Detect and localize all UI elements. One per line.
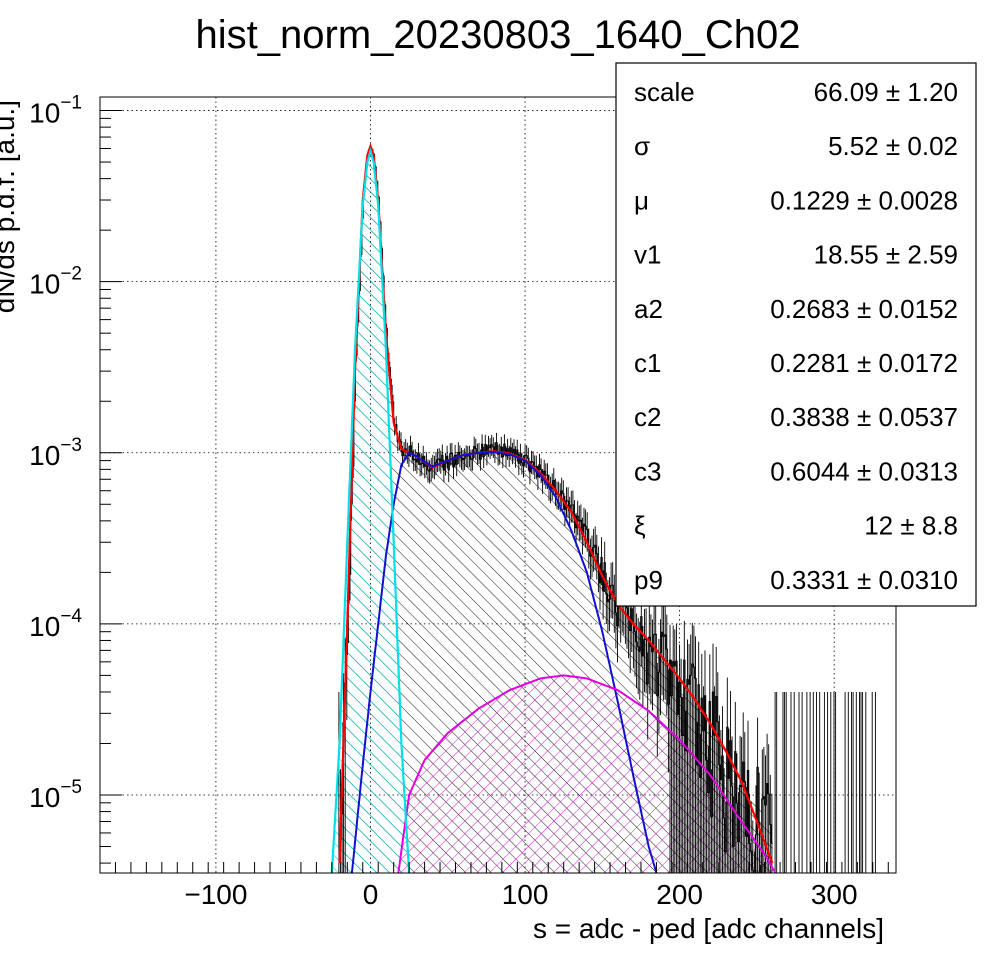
data-histogram-area bbox=[339, 148, 773, 873]
y-axis: 10−5 10−4 10−3 10−2 10−1 bbox=[29, 93, 122, 864]
y-tick-label: 10−5 bbox=[29, 777, 82, 813]
y-tick-label: 10−1 bbox=[29, 93, 82, 129]
x-axis: −100 0 100 200 300 bbox=[99, 862, 889, 910]
stats-box: scale 66.09 ± 1.20 σ 5.52 ± 0.02 μ 0.1229 ± 0… bbox=[615, 62, 977, 607]
fit-parameter-value: 12 ± 8.8 bbox=[864, 511, 958, 541]
pedestal-component-curve bbox=[330, 146, 411, 873]
x-tick-label: 0 bbox=[363, 879, 379, 910]
x-tick-label: 200 bbox=[656, 879, 703, 910]
fit-parameter-value: 5.52 ± 0.02 bbox=[828, 131, 958, 161]
chart-title: hist_norm_20230803_1640_Ch02 bbox=[196, 13, 801, 57]
fit-parameter-name: ξ bbox=[634, 511, 646, 541]
x-tick-label: 100 bbox=[502, 879, 549, 910]
x-tick-label: −100 bbox=[184, 879, 247, 910]
fit-parameter-name: a2 bbox=[634, 294, 663, 324]
x-tick-label: 300 bbox=[811, 879, 858, 910]
fit-parameter-name: μ bbox=[634, 185, 649, 215]
fit-parameter-value: 0.2683 ± 0.0152 bbox=[770, 294, 958, 324]
x-axis-label: s = adc - ped [adc channels] bbox=[533, 913, 884, 944]
fit-parameter-value: 0.2281 ± 0.0172 bbox=[770, 348, 958, 378]
stats-box-frame bbox=[615, 62, 977, 607]
pedestal-component-area bbox=[331, 151, 410, 873]
fit-parameter-value: 0.6044 ± 0.0313 bbox=[770, 456, 958, 486]
first-signal-component-curve bbox=[350, 450, 658, 873]
y-axis-label: dN/ds p.d.f. [a.u.] bbox=[0, 100, 20, 313]
fit-parameter-name: c2 bbox=[634, 402, 661, 432]
fit-parameter-name: v1 bbox=[634, 240, 661, 270]
fit-parameter-value: 66.09 ± 1.20 bbox=[814, 77, 958, 107]
fit-parameter-list: scale 66.09 ± 1.20 σ 5.52 ± 0.02 μ 0.1229 ± 0… bbox=[634, 77, 958, 595]
y-tick-label: 10−3 bbox=[29, 435, 82, 471]
y-tick-label: 10−2 bbox=[29, 264, 82, 300]
fit-parameter-name: c3 bbox=[634, 456, 661, 486]
fit-parameter-name: p9 bbox=[634, 565, 663, 595]
fit-parameter-value: 0.3838 ± 0.0537 bbox=[770, 402, 958, 432]
fit-parameter-name: σ bbox=[634, 131, 650, 161]
second-signal-component-curve bbox=[397, 674, 777, 873]
fit-parameter-name: scale bbox=[634, 77, 695, 107]
fit-parameter-name: c1 bbox=[634, 348, 661, 378]
fit-parameter-value: 0.3331 ± 0.0310 bbox=[770, 565, 958, 595]
y-tick-label: 10−4 bbox=[29, 606, 82, 642]
fit-parameter-value: 18.55 ± 2.59 bbox=[814, 240, 958, 270]
plot-area bbox=[330, 142, 876, 873]
fit-parameter-value: 0.1229 ± 0.0028 bbox=[770, 185, 958, 215]
